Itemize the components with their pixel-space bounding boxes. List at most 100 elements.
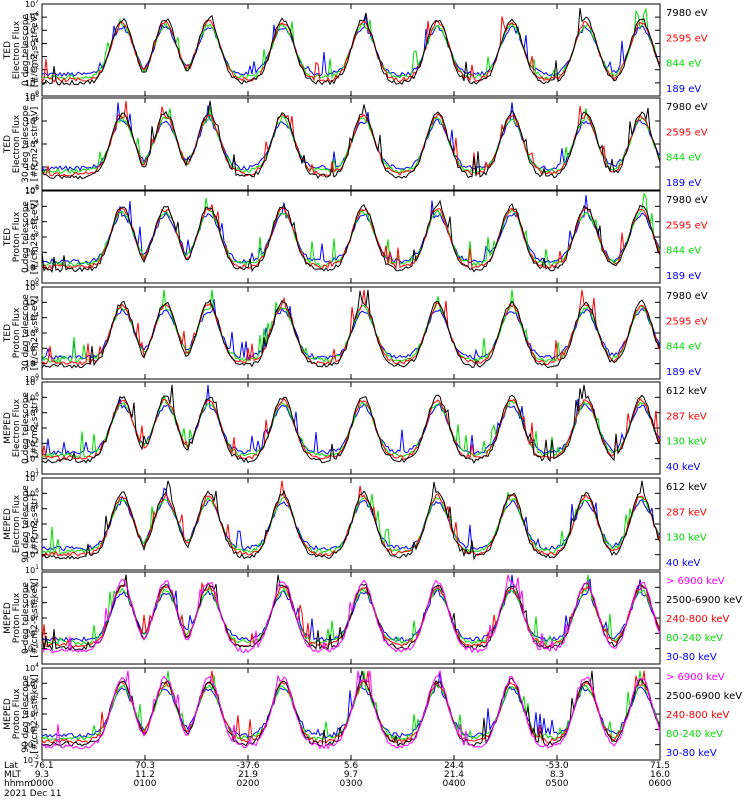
date-label: 2021 Dec 11: [4, 789, 62, 799]
y-tick-label: 106: [25, 487, 39, 498]
series-trace: [41, 7, 661, 86]
legend-entry: 2595 eV: [666, 316, 708, 327]
x-tick-lat: 71.5: [650, 761, 670, 771]
series-trace: [41, 669, 661, 750]
x-tick-lat: 5.6: [344, 761, 359, 771]
x-tick-hhmm: 0400: [443, 779, 466, 789]
x-tick-mlt: 9.3: [35, 770, 49, 780]
x-row-label: hhmm: [4, 779, 33, 789]
legend-entry: 844 eV: [666, 153, 701, 164]
y-tick-label: 100: [25, 373, 39, 384]
y-tick-label: 104: [25, 37, 39, 48]
legend-entry: 844 eV: [666, 246, 701, 257]
series-trace: [41, 574, 661, 654]
y-axis-label: TEDProton Flux30 deg telescope[#/cm2-s-s…: [3, 294, 40, 372]
x-tick-hhmm: 0600: [649, 779, 672, 789]
x-tick-mlt: 21.4: [444, 770, 464, 780]
legend-entry: 40 keV: [666, 558, 700, 569]
legend-entry: 7980 eV: [666, 102, 708, 113]
y-axis-label: MEPEDProton Flux90 deg telescope[#/cm2-s…: [3, 674, 40, 753]
y-tick-label: 101: [25, 358, 39, 369]
legend-entry: 2595 eV: [666, 220, 708, 231]
legend-entry: 240-800 keV: [666, 614, 730, 625]
y-tick-label: 107: [25, 472, 39, 483]
legend-entry: 612 keV: [666, 482, 707, 493]
panel-6: 101 102 103 104 105 106 107 MEPEDElectron Flux9…: [3, 472, 707, 575]
x-tick-hhmm: 0500: [546, 779, 569, 789]
y-tick-label: 103: [25, 231, 39, 242]
panel-frame: [41, 571, 661, 665]
y-tick-label: 106: [25, 391, 39, 402]
y-tick-label: 105: [25, 503, 39, 514]
y-tick-label: 103: [25, 677, 39, 688]
y-tick-label: 105: [25, 200, 39, 211]
y-tick-label: 102: [25, 64, 39, 75]
legend-entry: 287 keV: [666, 507, 707, 518]
panel-2: 100 102 104 106 108 TEDElectron Flux30 deg te…: [3, 92, 708, 195]
legend-entry: 240-800 keV: [666, 710, 730, 721]
y-tick-label: 100: [25, 627, 39, 638]
y-tick-label: 101: [25, 77, 39, 88]
y-tick-label: 104: [25, 216, 39, 227]
x-tick-lat: -53.0: [545, 761, 569, 771]
y-axis-label: MEPEDElectron Flux90 deg telescope[#/cm2…: [3, 485, 40, 563]
y-tick-label: 102: [25, 246, 39, 257]
series-trace: [41, 199, 661, 273]
y-tick-label: 106: [25, 115, 39, 126]
legend-entry: 287 keV: [666, 411, 707, 422]
x-tick-lat: 70.3: [135, 761, 155, 771]
y-axis-label: TEDElectron Flux30 deg telescope[#/cm2-s…: [3, 105, 40, 183]
x-axis-footer: LatMLThhmm-76.19.3000070.311.20100-37.62…: [4, 761, 672, 799]
legend-entry: 189 eV: [666, 367, 701, 378]
legend-entry: 130 keV: [666, 437, 707, 448]
legend-entry: 7980 eV: [666, 8, 708, 19]
y-tick-label: 106: [25, 11, 39, 22]
series-trace: [41, 574, 661, 648]
y-tick-label: 103: [25, 581, 39, 592]
legend-entry: 844 eV: [666, 342, 701, 353]
x-row-label: MLT: [4, 770, 22, 780]
panel-3: 100 101 102 103 104 105 106 TEDProton Flux0 deg…: [3, 185, 708, 288]
legend-entry: 30-80 keV: [666, 652, 717, 663]
legend-entry: > 6900 keV: [666, 576, 725, 587]
x-tick-hhmm: 0200: [237, 779, 260, 789]
legend-entry: 612 keV: [666, 386, 707, 397]
y-tick-label: 100: [25, 184, 39, 195]
y-tick-label: 108: [25, 92, 39, 103]
legend-entry: 189 eV: [666, 178, 701, 189]
series-trace: [41, 100, 661, 180]
legend-entry: 2595 eV: [666, 33, 708, 44]
legend-entry: 130 keV: [666, 533, 707, 544]
x-tick-lat: 24.4: [444, 761, 464, 771]
panel-frame: [41, 667, 661, 761]
y-tick-label: 104: [25, 312, 39, 323]
y-tick-label: 106: [25, 185, 39, 196]
y-tick-label: 10-1: [23, 739, 39, 750]
legend-entry: 80-240 keV: [666, 633, 723, 644]
x-tick-mlt: 21.9: [238, 770, 258, 780]
legend-entry: 80-240 keV: [666, 729, 723, 740]
x-tick-hhmm: 0300: [340, 779, 363, 789]
y-tick-label: 100: [25, 723, 39, 734]
x-tick-mlt: 8.3: [550, 770, 564, 780]
x-tick-mlt: 9.7: [344, 770, 358, 780]
y-tick-label: 101: [25, 708, 39, 719]
x-tick-lat: -76.1: [30, 761, 53, 771]
x-tick-hhmm: 0100: [134, 779, 157, 789]
series-trace: [41, 289, 661, 366]
y-tick-label: 104: [25, 422, 39, 433]
y-tick-label: 102: [25, 549, 39, 560]
series-trace: [41, 670, 661, 739]
x-tick-mlt: 11.2: [135, 770, 155, 780]
legend-entry: > 6900 keV: [666, 672, 725, 683]
panel-5: 101 102 103 104 105 106 107 MEPEDElectron Flux0…: [3, 376, 707, 479]
legend-entry: 7980 eV: [666, 291, 708, 302]
y-tick-label: 104: [25, 518, 39, 529]
y-tick-label: 105: [25, 24, 39, 35]
y-tick-label: 102: [25, 453, 39, 464]
series-trace: [41, 7, 661, 81]
y-tick-label: 104: [25, 138, 39, 149]
